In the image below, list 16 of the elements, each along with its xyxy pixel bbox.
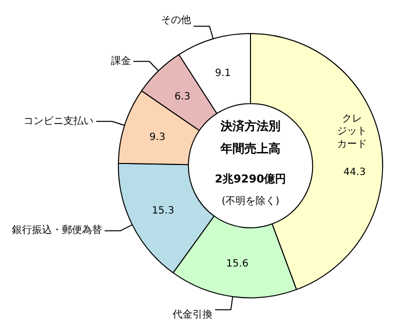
text: 決済方法別 xyxy=(220,119,280,134)
data-label: 6.3 xyxy=(174,92,190,103)
data-label: 15.3 xyxy=(152,205,174,216)
data-label: 15.6 xyxy=(226,258,248,270)
data-label: 9.3 xyxy=(149,132,166,143)
slice-label: 代金引換 xyxy=(171,308,212,321)
data-label: 44.3 xyxy=(343,166,366,178)
slice-label: クレジットカード xyxy=(336,113,367,150)
slice-label: 銀行振込・郵便為替 xyxy=(12,224,102,236)
data-label: 9.1 xyxy=(214,68,231,79)
text: (不明を除く) xyxy=(222,194,280,207)
slice-label: 課金 xyxy=(110,54,131,67)
slice-label: コンビニ支払い xyxy=(24,114,94,127)
text: 2兆9290億円 xyxy=(214,172,286,186)
slice-label: その他 xyxy=(160,14,191,26)
text: 年間売上高 xyxy=(220,142,280,156)
